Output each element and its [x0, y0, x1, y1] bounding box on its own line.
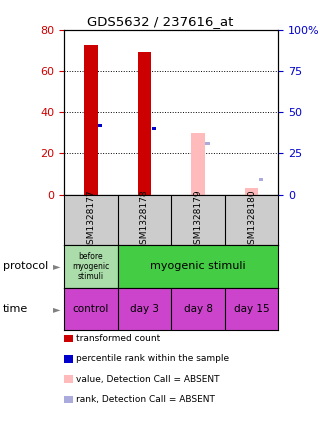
Text: ►: ►	[53, 304, 61, 314]
Text: GSM1328177: GSM1328177	[86, 190, 95, 250]
Text: day 15: day 15	[234, 304, 269, 314]
Text: percentile rank within the sample: percentile rank within the sample	[76, 354, 229, 363]
Text: GSM1328178: GSM1328178	[140, 190, 149, 250]
Text: myogenic stimuli: myogenic stimuli	[150, 261, 246, 272]
Text: before
myogenic
stimuli: before myogenic stimuli	[72, 252, 109, 281]
Text: time: time	[3, 304, 28, 314]
Bar	[245, 188, 258, 195]
Text: ►: ►	[53, 261, 61, 272]
Text: control: control	[73, 304, 109, 314]
Text: rank, Detection Call = ABSENT: rank, Detection Call = ABSENT	[76, 395, 215, 404]
Text: GDS5632 / 237616_at: GDS5632 / 237616_at	[87, 15, 233, 28]
Bar	[84, 45, 98, 195]
Text: transformed count: transformed count	[76, 334, 160, 343]
Bar	[98, 124, 102, 127]
Text: GSM1328179: GSM1328179	[194, 190, 203, 250]
Text: value, Detection Call = ABSENT: value, Detection Call = ABSENT	[76, 374, 219, 384]
Text: day 3: day 3	[130, 304, 159, 314]
Bar	[191, 133, 205, 195]
Bar	[138, 52, 151, 195]
Text: day 8: day 8	[183, 304, 212, 314]
Text: protocol: protocol	[3, 261, 48, 272]
Bar	[205, 142, 210, 145]
Bar	[259, 178, 263, 181]
Text: GSM1328180: GSM1328180	[247, 190, 256, 250]
Bar	[152, 127, 156, 130]
